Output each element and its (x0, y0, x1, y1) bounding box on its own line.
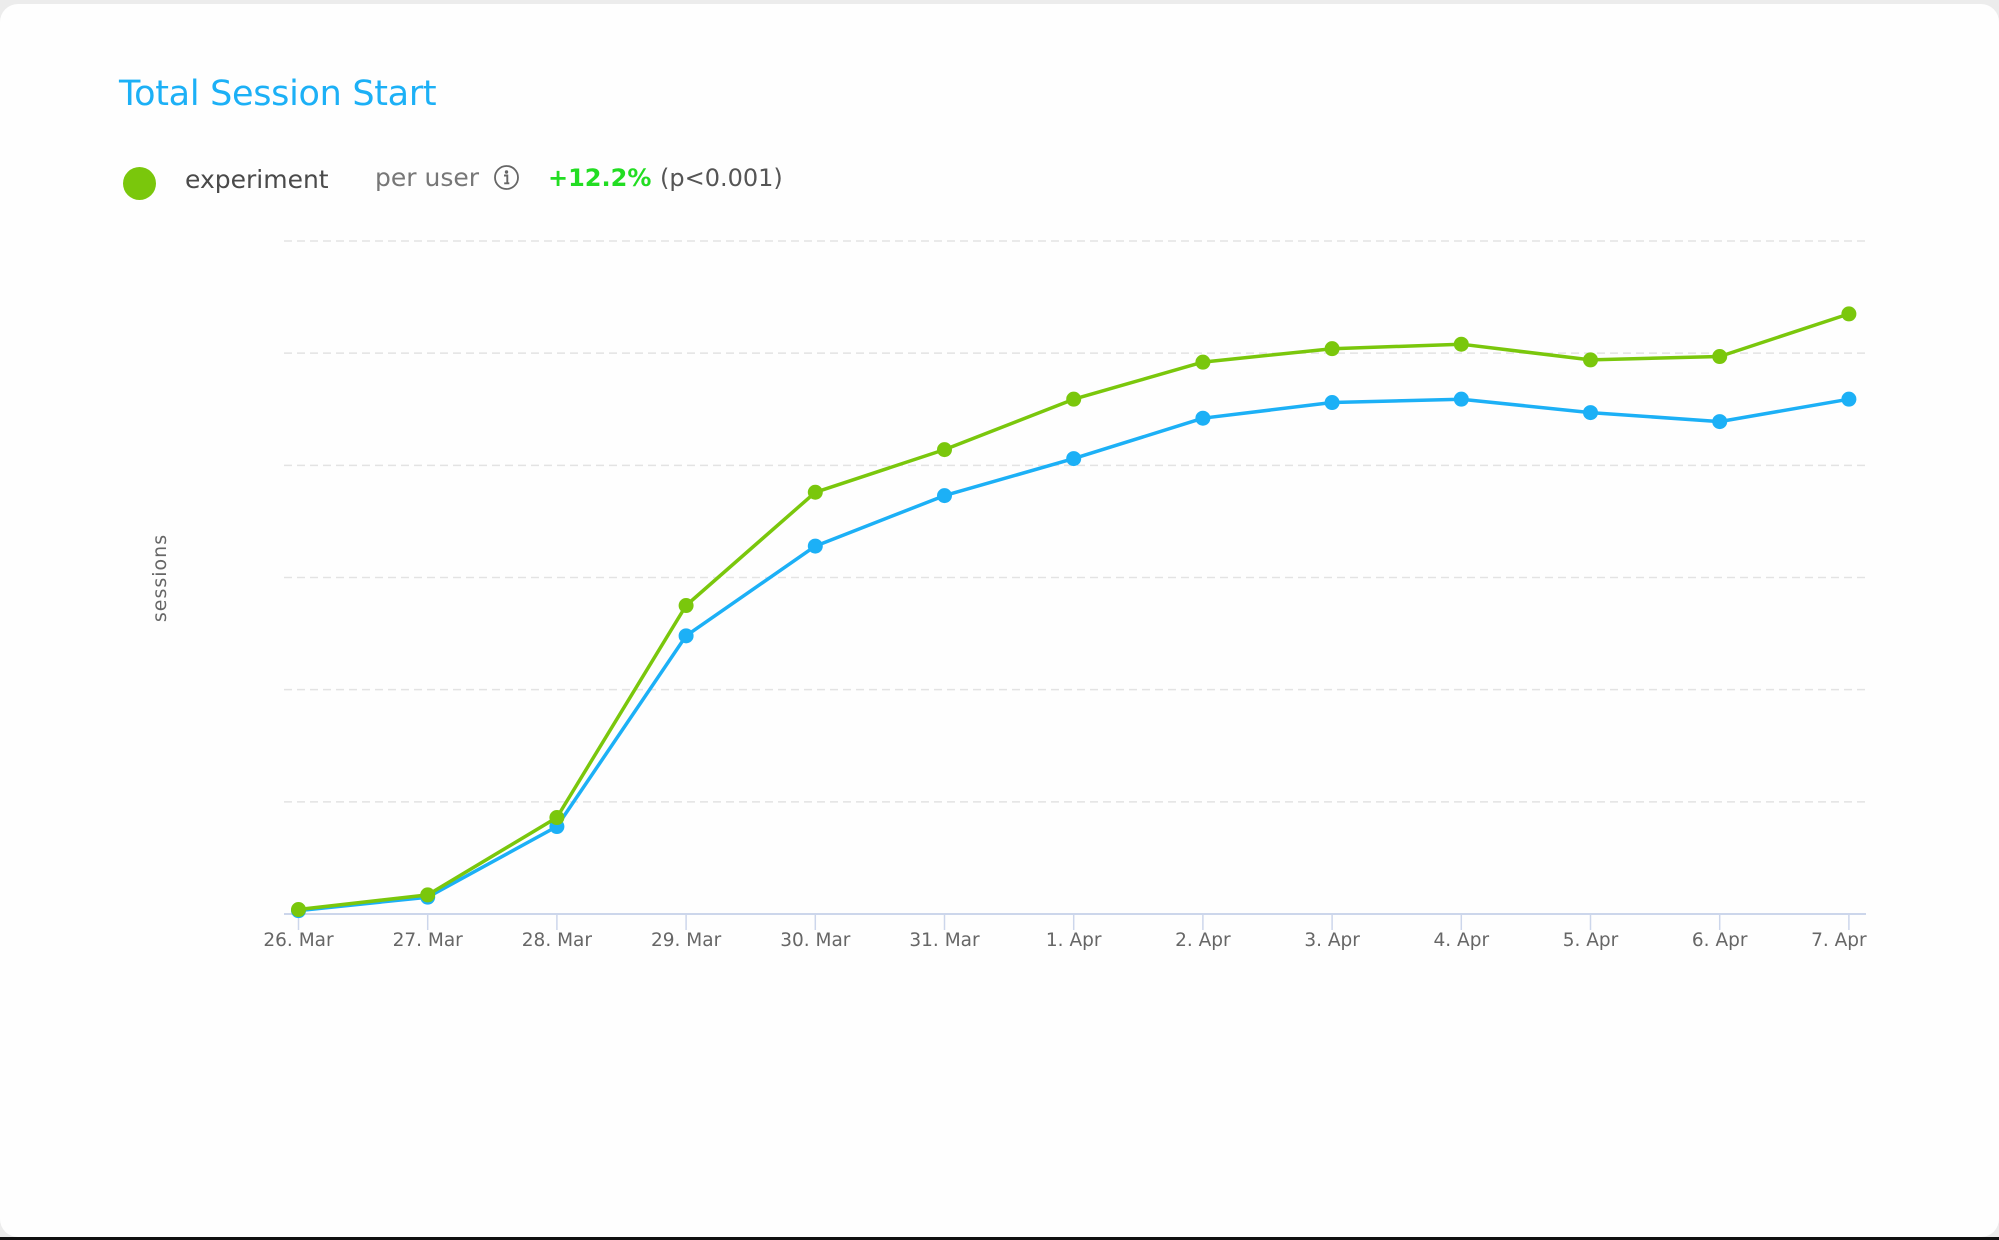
series-control[interactable] (291, 391, 1857, 919)
data-point-marker[interactable] (1712, 349, 1728, 365)
x-axis-tick-label: 31. Mar (909, 930, 980, 951)
x-axis-tick-label: 3. Apr (1304, 930, 1360, 951)
x-axis-tick-label: 6. Apr (1691, 930, 1748, 951)
chart-legend: experiment per user +12.2% (p<0.001) (123, 160, 823, 204)
x-axis-tick-label: 7. Apr (1811, 930, 1867, 951)
data-point-marker[interactable] (1453, 336, 1469, 352)
data-point-marker[interactable] (678, 628, 694, 644)
data-point-marker[interactable] (937, 442, 952, 458)
x-axis-tick-label: 26. Mar (263, 930, 334, 951)
data-point-marker[interactable] (1841, 391, 1857, 407)
series-experiment[interactable] (291, 306, 1857, 918)
data-point-marker[interactable] (678, 598, 694, 614)
x-axis-tick-label: 30. Mar (780, 930, 851, 951)
window-bottom-edge (0, 1237, 1999, 1240)
x-axis-tick-label: 2. Apr (1175, 930, 1231, 951)
info-circle-icon[interactable] (493, 164, 520, 191)
data-point-marker[interactable] (937, 488, 952, 504)
x-axis-tick-label: 4. Apr (1433, 930, 1490, 951)
gridlines (284, 240, 1866, 803)
chart-series (291, 306, 1857, 919)
x-axis-tick-label: 27. Mar (392, 930, 463, 951)
data-point-marker[interactable] (1066, 451, 1082, 467)
x-axis-tick-label: 1. Apr (1045, 930, 1102, 951)
data-point-marker[interactable] (807, 484, 823, 500)
metric-label: per user (375, 163, 480, 192)
data-point-marker[interactable] (1583, 405, 1598, 421)
x-axis (284, 913, 1866, 930)
data-point-marker[interactable] (1195, 410, 1211, 426)
data-point-marker[interactable] (1324, 395, 1340, 411)
chart-title: Total Session Start (119, 74, 437, 114)
x-axis-tick-label: 28. Mar (521, 930, 592, 951)
data-point-marker[interactable] (807, 538, 823, 554)
data-point-marker[interactable] (1195, 354, 1211, 370)
x-axis-tick-label: 29. Mar (650, 930, 722, 951)
data-point-marker[interactable] (1583, 352, 1598, 368)
legend-series-marker-icon[interactable] (123, 167, 156, 200)
data-point-marker[interactable] (1453, 391, 1469, 407)
data-point-marker[interactable] (291, 902, 306, 918)
data-point-marker[interactable] (1066, 391, 1082, 407)
data-point-marker[interactable] (1712, 414, 1728, 430)
data-point-marker[interactable] (420, 887, 436, 903)
data-point-marker[interactable] (549, 810, 565, 826)
legend-series-name[interactable]: experiment (185, 165, 329, 194)
chart-card (0, 4, 1999, 1237)
x-axis-tick-label: 5. Apr (1562, 930, 1619, 951)
lift-percentage: +12.2% (548, 164, 652, 192)
p-value: (p<0.001) (660, 164, 783, 192)
data-point-marker[interactable] (1324, 341, 1340, 357)
data-point-marker[interactable] (1841, 306, 1857, 322)
